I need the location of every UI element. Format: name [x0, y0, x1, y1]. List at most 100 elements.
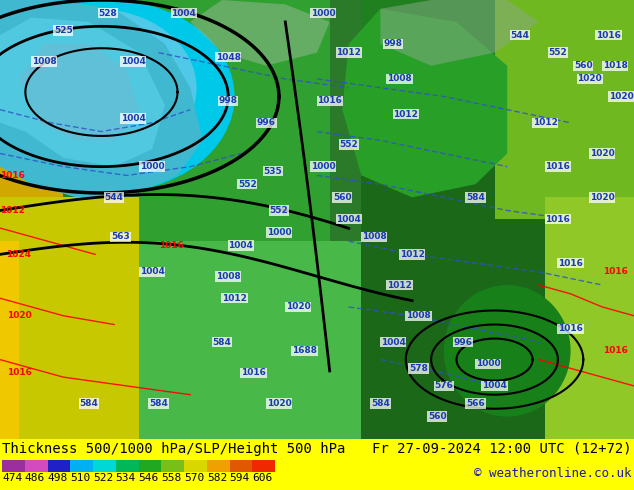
- Text: 525: 525: [54, 26, 73, 35]
- Text: 1018: 1018: [602, 61, 628, 70]
- Text: 1004: 1004: [380, 338, 406, 346]
- Text: 1004: 1004: [120, 57, 146, 66]
- Text: 522: 522: [93, 473, 113, 483]
- Polygon shape: [19, 44, 139, 140]
- Text: 576: 576: [434, 381, 453, 391]
- Text: 584: 584: [212, 338, 231, 346]
- Text: 1008: 1008: [387, 74, 412, 83]
- Bar: [139, 0, 330, 241]
- Text: 1008: 1008: [216, 272, 241, 281]
- Text: 998: 998: [219, 97, 238, 105]
- Text: 1012: 1012: [393, 110, 418, 119]
- Text: 1024: 1024: [6, 250, 32, 259]
- Polygon shape: [380, 0, 539, 66]
- Text: 1016: 1016: [317, 97, 342, 105]
- Bar: [495, 0, 634, 220]
- Bar: [361, 0, 501, 153]
- Text: 1020: 1020: [266, 399, 292, 408]
- Bar: [252, 460, 275, 472]
- Text: 1016: 1016: [0, 171, 25, 180]
- Text: 996: 996: [453, 338, 472, 346]
- Text: 1008: 1008: [32, 57, 57, 66]
- Text: 1020: 1020: [6, 311, 32, 320]
- Text: 552: 552: [548, 48, 567, 57]
- Bar: [93, 460, 116, 472]
- Text: 570: 570: [184, 473, 204, 483]
- Bar: [0, 175, 25, 439]
- Text: Thickness 500/1000 hPa/SLP/Height 500 hPa: Thickness 500/1000 hPa/SLP/Height 500 hP…: [2, 441, 346, 456]
- Text: 584: 584: [79, 399, 98, 408]
- Text: 552: 552: [339, 140, 358, 149]
- Text: 1004: 1004: [120, 114, 146, 123]
- Text: 1020: 1020: [590, 193, 615, 202]
- Bar: [0, 0, 63, 197]
- Text: 1012: 1012: [222, 294, 247, 303]
- Text: 584: 584: [371, 399, 390, 408]
- Bar: [0, 197, 139, 439]
- Text: 1000: 1000: [311, 9, 335, 18]
- Text: 560: 560: [574, 61, 593, 70]
- Text: 1000: 1000: [140, 162, 164, 171]
- Polygon shape: [0, 18, 165, 167]
- Text: 544: 544: [510, 30, 529, 40]
- Text: 1020: 1020: [577, 74, 602, 83]
- Text: 1016: 1016: [545, 162, 571, 171]
- Text: 510: 510: [70, 473, 91, 483]
- Bar: [139, 241, 361, 439]
- Text: © weatheronline.co.uk: © weatheronline.co.uk: [474, 467, 632, 480]
- Bar: [2, 460, 25, 472]
- Bar: [161, 460, 184, 472]
- Text: 535: 535: [263, 167, 282, 175]
- Text: 1016: 1016: [158, 241, 184, 250]
- Text: 1020: 1020: [285, 302, 311, 312]
- Bar: [48, 460, 70, 472]
- Text: 578: 578: [409, 364, 428, 373]
- Ellipse shape: [0, 0, 235, 193]
- Text: 552: 552: [238, 180, 257, 189]
- Bar: [70, 460, 93, 472]
- Text: 998: 998: [384, 39, 403, 49]
- Text: 606: 606: [252, 473, 273, 483]
- Text: 1012: 1012: [387, 281, 412, 290]
- Text: 558: 558: [161, 473, 181, 483]
- Bar: [184, 460, 207, 472]
- Text: 1016: 1016: [241, 368, 266, 377]
- Text: 560: 560: [333, 193, 352, 202]
- Bar: [0, 241, 19, 439]
- Text: 546: 546: [138, 473, 158, 483]
- Text: 1012: 1012: [0, 206, 25, 215]
- Text: 1008: 1008: [361, 232, 387, 241]
- Text: 1016: 1016: [602, 268, 628, 276]
- Text: 528: 528: [98, 9, 117, 18]
- Text: 1008: 1008: [406, 311, 431, 320]
- Text: 1012: 1012: [336, 48, 361, 57]
- Text: 544: 544: [105, 193, 124, 202]
- Text: 1020: 1020: [609, 92, 634, 101]
- Text: 1020: 1020: [590, 149, 615, 158]
- Text: 1016: 1016: [596, 30, 621, 40]
- Text: 1016: 1016: [558, 259, 583, 268]
- Text: 1688: 1688: [292, 346, 317, 355]
- Text: 474: 474: [2, 473, 22, 483]
- Text: 1048: 1048: [216, 52, 241, 62]
- Bar: [361, 0, 634, 439]
- Text: 552: 552: [269, 206, 288, 215]
- Polygon shape: [190, 0, 330, 66]
- Bar: [116, 460, 138, 472]
- Text: 1004: 1004: [171, 9, 197, 18]
- Polygon shape: [0, 0, 203, 197]
- Text: 1000: 1000: [476, 360, 500, 368]
- Text: 1000: 1000: [267, 228, 291, 237]
- Text: 584: 584: [466, 193, 485, 202]
- Text: 563: 563: [111, 232, 130, 241]
- Bar: [230, 460, 252, 472]
- Bar: [0, 0, 32, 439]
- Bar: [138, 460, 161, 472]
- Text: 1004: 1004: [336, 215, 361, 224]
- Text: 582: 582: [207, 473, 227, 483]
- Bar: [207, 460, 230, 472]
- Bar: [545, 197, 634, 439]
- Text: 566: 566: [466, 399, 485, 408]
- Text: 534: 534: [116, 473, 136, 483]
- Text: 1004: 1004: [228, 241, 254, 250]
